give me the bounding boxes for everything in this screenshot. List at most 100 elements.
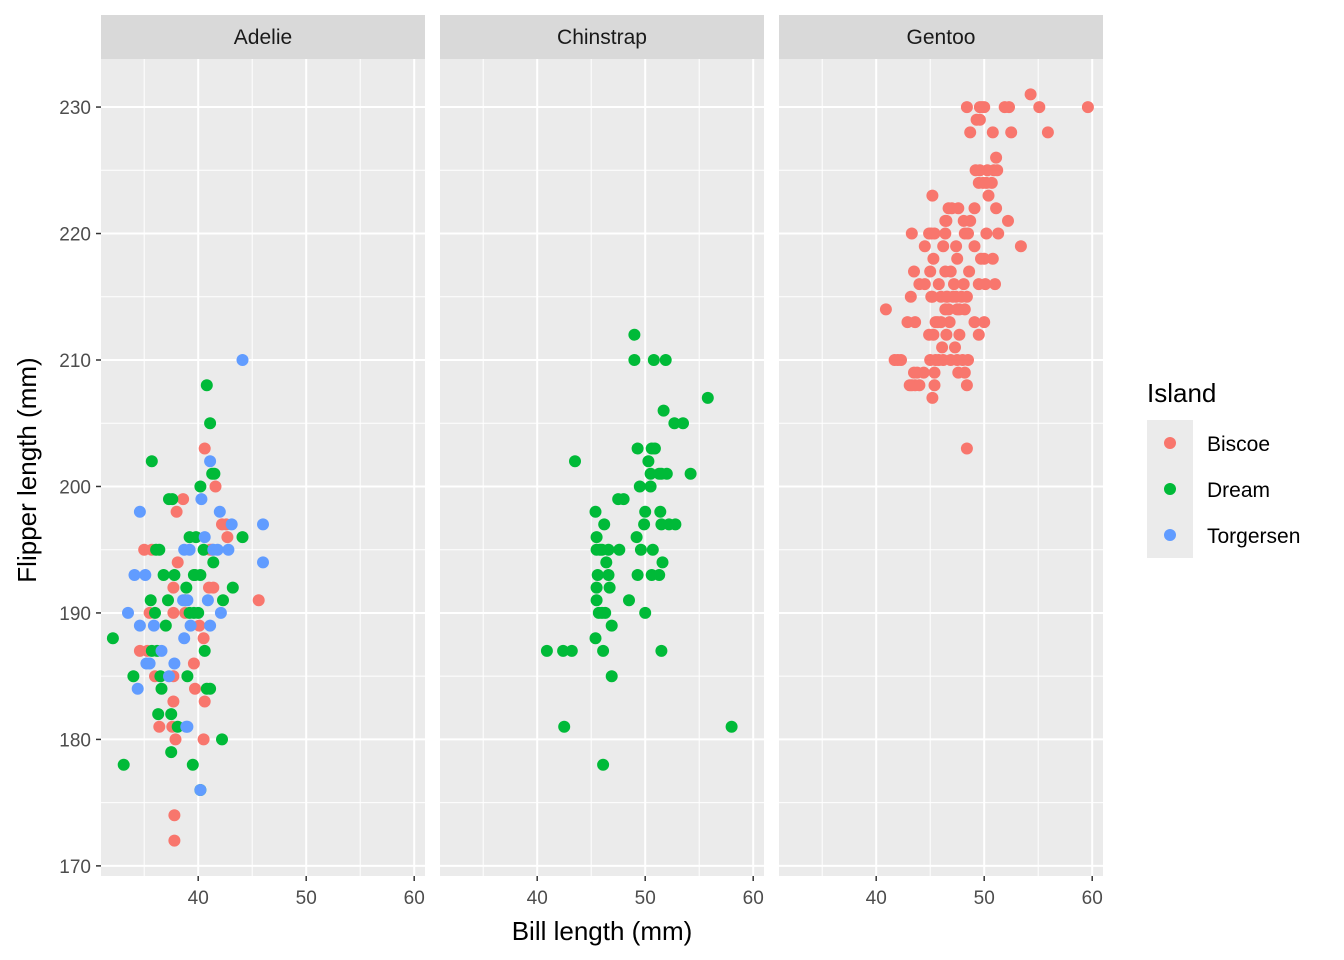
data-point-dream — [168, 569, 181, 581]
data-point-dream — [659, 354, 672, 366]
data-point-biscoe — [189, 682, 201, 695]
data-point-torgersen — [147, 619, 160, 632]
data-point-biscoe — [949, 341, 961, 354]
data-point-dream — [602, 543, 615, 556]
data-point-biscoe — [209, 480, 222, 493]
data-point-dream — [590, 531, 603, 544]
data-point-dream — [639, 505, 652, 518]
data-point-biscoe — [918, 240, 931, 253]
x-tick-label: 50 — [296, 888, 317, 909]
x-tick-label: 40 — [866, 888, 887, 909]
data-point-dream — [653, 569, 666, 581]
data-point-dream — [204, 682, 217, 695]
data-point-torgersen — [257, 518, 269, 531]
x-tick-label: 40 — [527, 888, 548, 909]
data-point-biscoe — [169, 733, 182, 746]
facet-panel-adelie: Adelie 40 50 60 — [101, 15, 425, 909]
data-point-biscoe — [931, 316, 944, 329]
data-point-dream — [617, 493, 630, 506]
legend-key-torgersen — [1164, 529, 1176, 541]
data-point-dream — [647, 354, 660, 366]
data-point-biscoe — [167, 695, 180, 708]
data-point-dream — [603, 581, 616, 594]
data-point-dream — [189, 569, 201, 581]
data-point-biscoe — [962, 227, 974, 240]
data-point-biscoe — [940, 214, 953, 227]
data-point-biscoe — [879, 303, 892, 316]
data-point-dream — [565, 644, 578, 657]
data-point-dream — [591, 569, 604, 581]
data-point-dream — [236, 531, 249, 544]
data-point-biscoe — [975, 252, 987, 265]
data-point-biscoe — [928, 379, 941, 392]
y-tick-label: 170 — [59, 857, 91, 878]
data-point-dream — [623, 594, 635, 607]
data-point-dream — [204, 417, 217, 430]
data-point-biscoe — [168, 834, 181, 847]
data-point-torgersen — [213, 505, 226, 518]
data-point-biscoe — [905, 227, 918, 240]
panel-background — [440, 59, 764, 876]
data-point-dream — [599, 606, 612, 619]
data-point-biscoe — [927, 252, 940, 265]
legend: Island Biscoe Dream Torgersen — [1147, 378, 1300, 558]
data-point-biscoe — [928, 227, 941, 240]
data-point-torgersen — [236, 354, 249, 366]
data-point-dream — [644, 467, 657, 480]
y-axis-title: Flipper length (mm) — [12, 357, 42, 582]
data-point-torgersen — [139, 569, 152, 581]
panel-background — [101, 59, 425, 876]
data-point-dream — [153, 543, 166, 556]
facet-strip — [101, 15, 425, 59]
data-point-dream — [216, 733, 228, 746]
data-point-biscoe — [980, 227, 993, 240]
data-point-biscoe — [937, 240, 950, 253]
legend-title: Island — [1147, 378, 1216, 408]
data-point-biscoe — [1041, 126, 1054, 139]
facet-strip — [779, 15, 1103, 59]
data-point-dream — [634, 543, 647, 556]
data-point-biscoe — [1081, 101, 1094, 114]
data-point-biscoe — [972, 328, 985, 341]
data-point-dream — [171, 720, 184, 733]
data-point-biscoe — [972, 278, 985, 291]
data-point-dream — [149, 606, 161, 619]
data-point-biscoe — [936, 341, 949, 354]
data-point-biscoe — [928, 366, 941, 379]
data-point-dream — [589, 632, 602, 645]
y-tick-label: 230 — [59, 98, 91, 119]
data-point-torgersen — [155, 644, 168, 657]
data-point-dream — [186, 758, 199, 771]
legend-label-biscoe: Biscoe — [1207, 433, 1270, 456]
data-point-dream — [638, 518, 651, 531]
data-point-biscoe — [990, 202, 1003, 215]
data-point-biscoe — [197, 632, 210, 645]
x-tick-label: 50 — [974, 888, 995, 909]
data-point-biscoe — [976, 101, 988, 114]
data-point-dream — [198, 644, 211, 657]
data-point-biscoe — [167, 606, 180, 619]
data-point-torgersen — [181, 720, 194, 733]
data-point-dream — [217, 594, 229, 607]
data-point-torgersen — [128, 569, 141, 581]
data-point-biscoe — [1024, 88, 1037, 101]
data-point-biscoe — [940, 328, 953, 341]
data-point-dream — [648, 442, 661, 455]
data-point-dream — [701, 391, 714, 404]
data-point-biscoe — [939, 227, 952, 240]
data-point-biscoe — [926, 189, 939, 202]
data-point-torgersen — [133, 619, 146, 632]
data-point-biscoe — [986, 126, 999, 139]
data-point-torgersen — [195, 493, 208, 506]
data-point-dream — [162, 594, 174, 607]
data-point-biscoe — [153, 720, 166, 733]
data-point-dream — [631, 442, 644, 455]
data-point-biscoe — [968, 240, 981, 253]
panels-layer: Adelie 40 50 60 Chinstrap 40 50 60 Gentoo 40 50 60 — [101, 15, 1103, 909]
facet-strip-label: Gentoo — [907, 26, 976, 49]
data-point-biscoe — [168, 809, 181, 822]
legend-label-dream: Dream — [1207, 479, 1270, 502]
data-point-dream — [194, 480, 207, 493]
data-point-dream — [106, 632, 119, 645]
